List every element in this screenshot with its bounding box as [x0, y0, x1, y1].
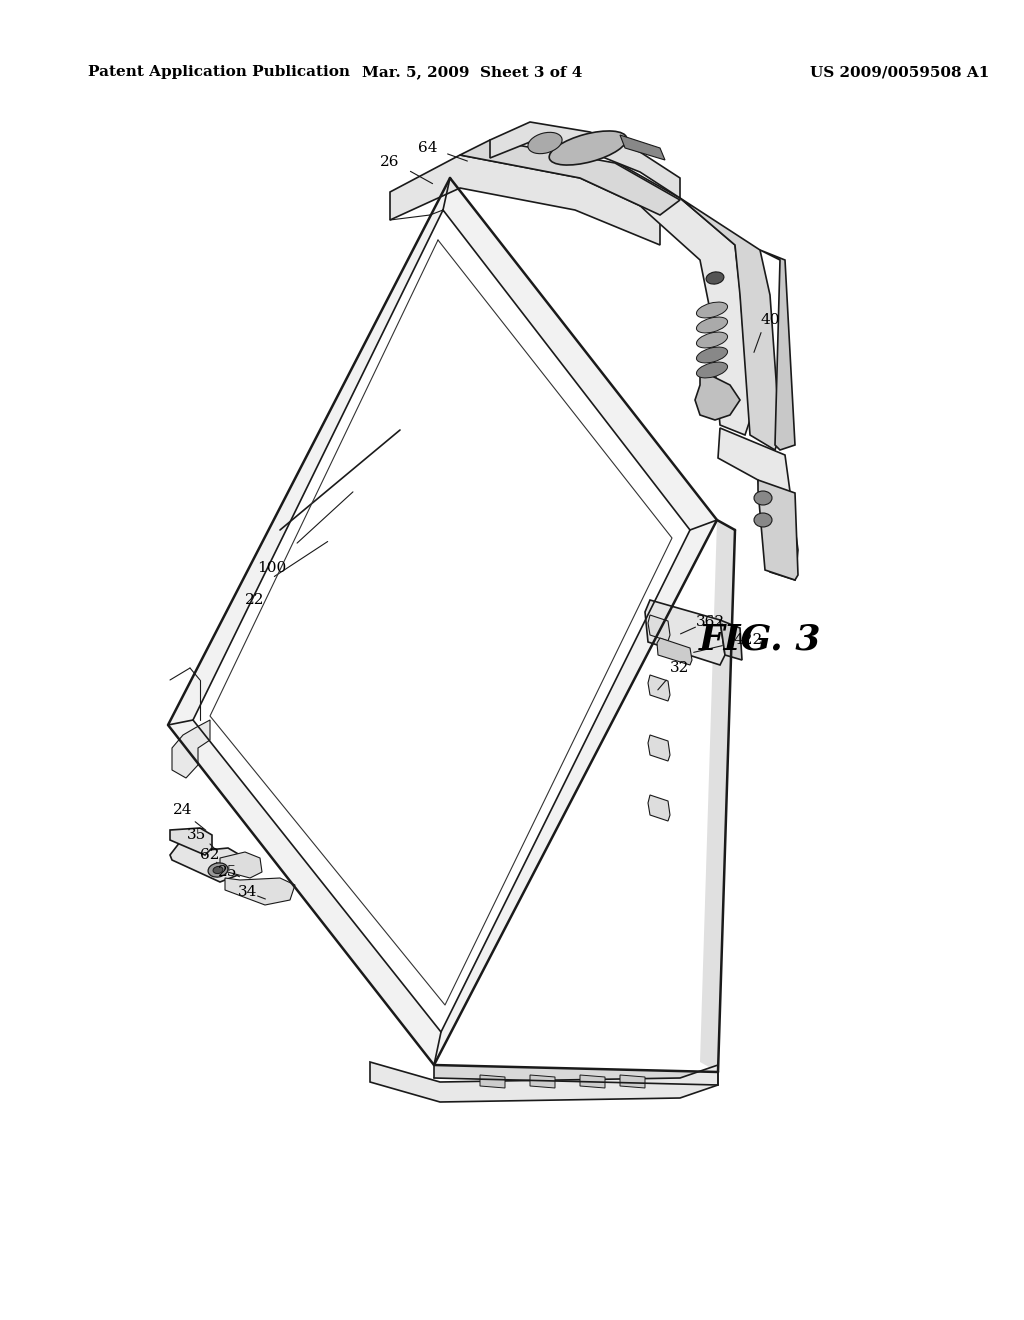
Ellipse shape	[213, 866, 223, 874]
Ellipse shape	[696, 347, 728, 363]
Polygon shape	[718, 428, 798, 579]
Polygon shape	[680, 198, 780, 450]
Text: 422: 422	[733, 634, 763, 647]
Polygon shape	[645, 601, 725, 665]
Polygon shape	[168, 178, 717, 1065]
Polygon shape	[620, 135, 665, 160]
Ellipse shape	[696, 362, 728, 378]
Polygon shape	[480, 1074, 505, 1088]
Text: FIG. 3: FIG. 3	[698, 623, 821, 657]
Polygon shape	[370, 1063, 718, 1102]
Text: 62: 62	[201, 847, 220, 862]
Polygon shape	[648, 615, 670, 642]
Polygon shape	[700, 520, 735, 1072]
Text: Patent Application Publication: Patent Application Publication	[88, 65, 350, 79]
Polygon shape	[580, 1074, 605, 1088]
Ellipse shape	[754, 513, 772, 527]
Polygon shape	[618, 162, 750, 436]
Text: 35: 35	[187, 828, 207, 842]
Polygon shape	[168, 178, 717, 1065]
Ellipse shape	[208, 863, 228, 876]
Polygon shape	[648, 675, 670, 701]
Text: 24: 24	[173, 803, 193, 817]
Polygon shape	[648, 795, 670, 821]
Ellipse shape	[696, 333, 728, 348]
Polygon shape	[758, 480, 798, 579]
Ellipse shape	[754, 491, 772, 506]
Polygon shape	[390, 154, 660, 246]
Polygon shape	[530, 1074, 555, 1088]
Text: 100: 100	[257, 561, 287, 576]
Text: 40: 40	[760, 313, 779, 327]
Text: 64: 64	[418, 141, 437, 154]
Polygon shape	[720, 620, 742, 660]
Text: US 2009/0059508 A1: US 2009/0059508 A1	[810, 65, 989, 79]
Polygon shape	[434, 1065, 718, 1085]
Text: 34: 34	[239, 884, 258, 899]
Polygon shape	[695, 370, 740, 420]
Text: 22: 22	[246, 593, 265, 607]
Polygon shape	[220, 851, 262, 878]
Ellipse shape	[696, 317, 728, 333]
Polygon shape	[172, 719, 210, 777]
Polygon shape	[657, 638, 692, 665]
Polygon shape	[170, 842, 240, 882]
Text: 362: 362	[695, 615, 725, 630]
Text: 25: 25	[218, 865, 238, 879]
Polygon shape	[490, 121, 680, 198]
Ellipse shape	[528, 132, 562, 153]
Text: 26: 26	[380, 154, 399, 169]
Ellipse shape	[707, 272, 724, 284]
Polygon shape	[170, 828, 212, 855]
Text: 32: 32	[671, 661, 690, 675]
Polygon shape	[648, 735, 670, 762]
Ellipse shape	[549, 131, 627, 165]
Polygon shape	[620, 1074, 645, 1088]
Ellipse shape	[696, 302, 728, 318]
Polygon shape	[225, 878, 295, 906]
Polygon shape	[460, 140, 680, 215]
Text: Mar. 5, 2009  Sheet 3 of 4: Mar. 5, 2009 Sheet 3 of 4	[361, 65, 583, 79]
Polygon shape	[193, 210, 690, 1032]
Polygon shape	[760, 249, 795, 450]
